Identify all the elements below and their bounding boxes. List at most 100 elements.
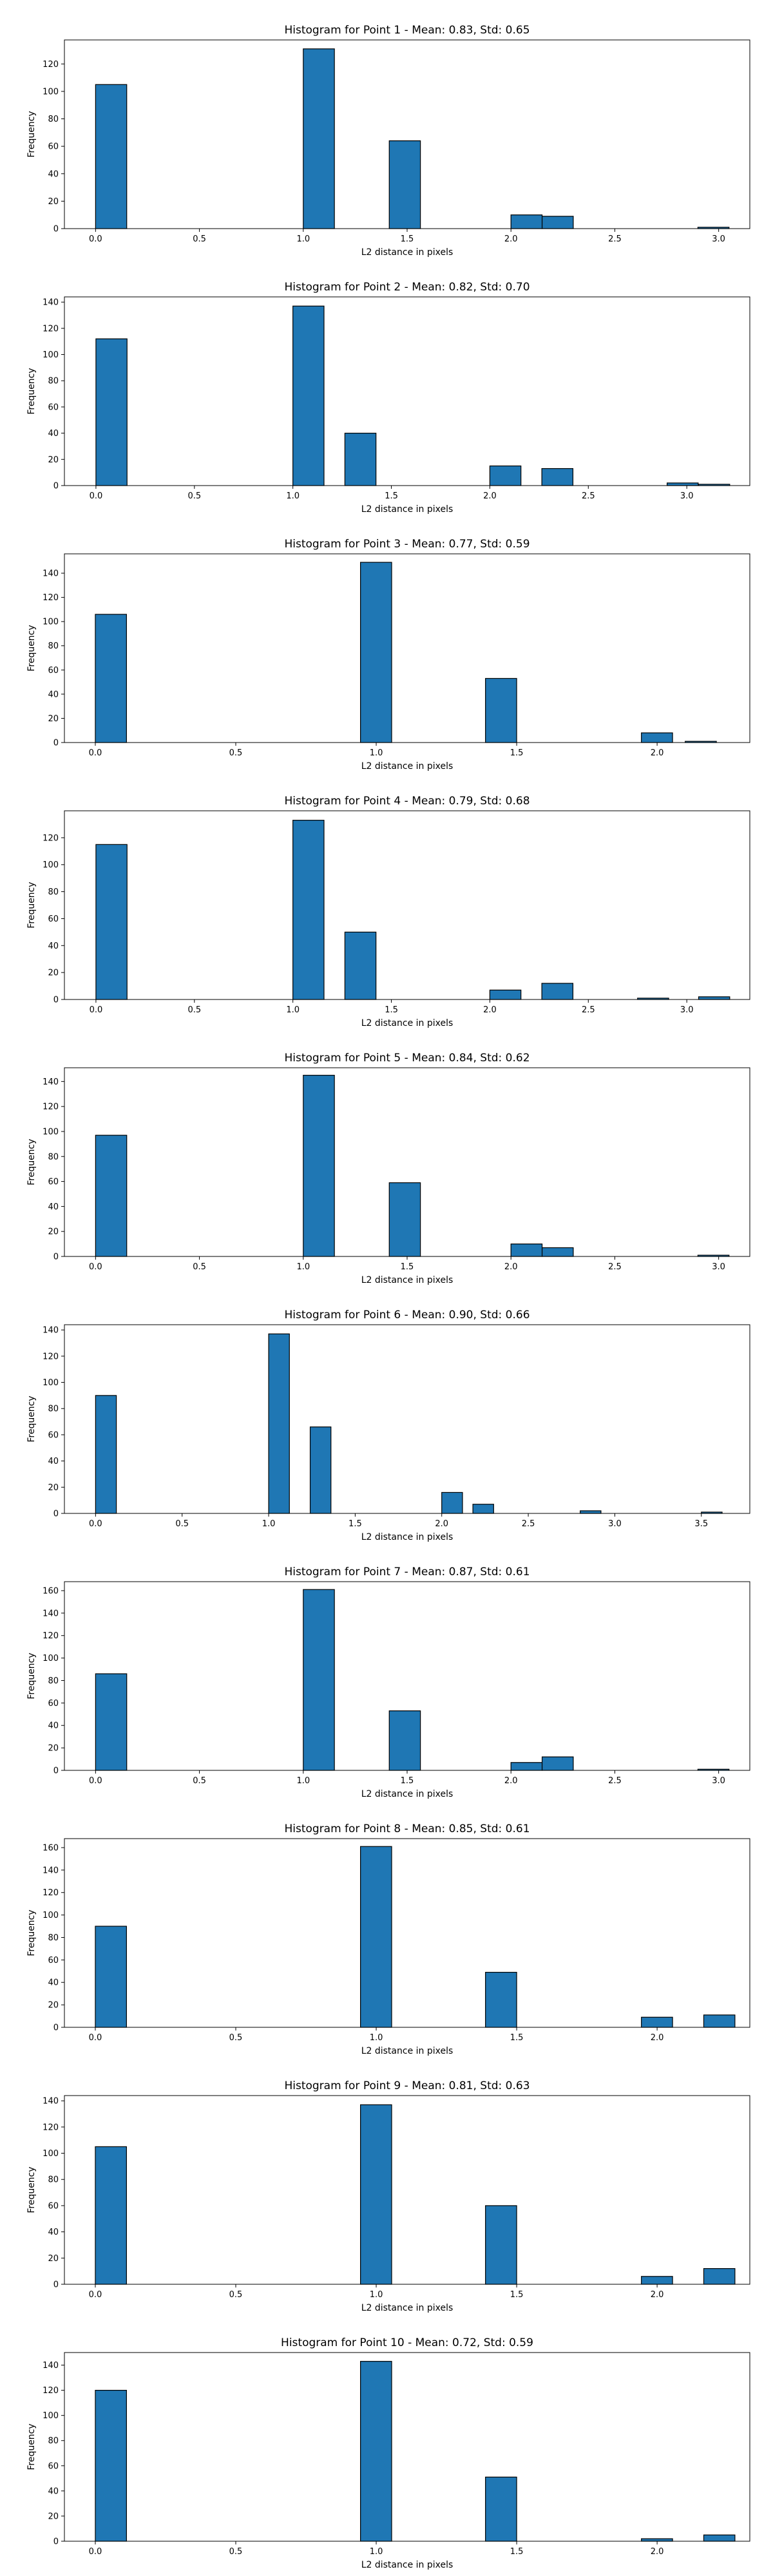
x-tick-label: 1.0	[296, 1262, 310, 1272]
histogram-bar	[360, 562, 392, 743]
x-tick-label: 0.0	[90, 1005, 103, 1015]
x-tick-label: 0.0	[89, 1262, 102, 1272]
chart-title: Histogram for Point 5 - Mean: 0.84, Std:…	[284, 1052, 530, 1065]
histogram-bar	[510, 1762, 543, 1771]
histogram-bar	[268, 1333, 290, 1514]
histogram-bar	[485, 2205, 517, 2285]
y-tick-label: 160	[43, 1586, 59, 1596]
plot-frame	[64, 810, 750, 1000]
x-tick-label: 1.0	[262, 1519, 276, 1529]
x-axis-label: L2 distance in pixels	[361, 1018, 453, 1028]
y-tick-label: 120	[43, 2386, 59, 2396]
y-tick-label: 100	[43, 1654, 59, 1663]
histogram-bar	[510, 1243, 543, 1257]
x-tick-label: 0.5	[229, 2290, 243, 2300]
x-tick-label: 2.0	[483, 1005, 497, 1015]
histogram-bar	[510, 214, 543, 229]
x-tick-label: 0.0	[89, 1776, 102, 1786]
y-tick-label: 140	[43, 1326, 59, 1336]
x-axis-label: L2 distance in pixels	[361, 247, 453, 258]
y-tick-label: 120	[43, 60, 59, 70]
y-tick-label: 80	[48, 377, 59, 386]
x-tick-label: 3.0	[680, 1005, 694, 1015]
histogram-bar	[541, 1247, 574, 1257]
x-tick-label: 0.5	[229, 2033, 243, 2043]
x-tick-label: 3.5	[694, 1519, 708, 1529]
x-tick-label: 2.0	[435, 1519, 448, 1529]
y-tick-label: 40	[48, 2486, 59, 2496]
x-tick-label: 2.5	[608, 234, 622, 244]
histogram-bar	[95, 2390, 127, 2542]
x-tick-label: 0.5	[229, 748, 243, 758]
y-tick-label: 0	[53, 2280, 59, 2290]
y-tick-label: 100	[43, 618, 59, 627]
chart-title: Histogram for Point 4 - Mean: 0.79, Std:…	[284, 795, 530, 808]
x-tick-label: 0.5	[187, 491, 201, 501]
histogram-bar	[344, 433, 377, 486]
y-tick-label: 60	[48, 2461, 59, 2471]
histogram-panel-2: Histogram for Point 2 - Mean: 0.82, Std:…	[26, 281, 750, 515]
x-axis-label: L2 distance in pixels	[361, 1275, 453, 1285]
histogram-panel-6: Histogram for Point 6 - Mean: 0.90, Std:…	[26, 1309, 750, 1542]
x-tick-label: 2.5	[608, 1262, 622, 1272]
histogram-bar	[303, 48, 335, 229]
histogram-bar	[95, 84, 128, 229]
x-tick-label: 2.0	[483, 491, 497, 501]
x-axis-label: L2 distance in pixels	[361, 504, 453, 515]
histogram-bar	[95, 1135, 128, 1257]
x-tick-label: 3.0	[608, 1519, 622, 1529]
x-tick-label: 0.0	[89, 2290, 102, 2300]
y-tick-label: 20	[48, 2254, 59, 2264]
y-tick-label: 40	[48, 1202, 59, 1212]
histogram-bar	[641, 2538, 673, 2542]
y-axis-label: Frequency	[26, 2423, 37, 2470]
histogram-bar	[95, 1926, 127, 2028]
y-tick-label: 100	[43, 2411, 59, 2421]
histogram-panel-3: Histogram for Point 3 - Mean: 0.77, Std:…	[26, 538, 750, 772]
y-tick-label: 80	[48, 1933, 59, 1943]
histogram-bar	[95, 338, 128, 486]
histogram-bar	[541, 983, 574, 1000]
y-axis-label: Frequency	[26, 882, 37, 928]
histogram-bar	[489, 465, 522, 486]
histogram-bar	[485, 2476, 517, 2542]
x-tick-label: 1.0	[296, 1776, 310, 1786]
y-axis-label: Frequency	[26, 1396, 37, 1442]
x-tick-label: 2.5	[582, 1005, 595, 1015]
histogram-bar	[541, 1756, 574, 1771]
x-tick-label: 0.5	[229, 2547, 243, 2557]
histogram-bar	[95, 2146, 127, 2285]
x-tick-label: 2.0	[504, 1776, 518, 1786]
y-tick-label: 120	[43, 1352, 59, 1361]
histogram-bar	[344, 931, 377, 1000]
x-tick-label: 1.5	[385, 491, 398, 501]
y-tick-label: 0	[53, 225, 59, 234]
x-axis-label: L2 distance in pixels	[361, 1789, 453, 1799]
x-tick-label: 2.0	[504, 234, 518, 244]
y-tick-label: 60	[48, 1956, 59, 1965]
plot-frame	[64, 1838, 750, 2028]
histogram-panel-10: Histogram for Point 10 - Mean: 0.72, Std…	[26, 2336, 750, 2570]
y-tick-label: 60	[48, 1699, 59, 1709]
x-axis-label: L2 distance in pixels	[361, 1532, 453, 1542]
y-tick-label: 80	[48, 2436, 59, 2446]
y-axis-label: Frequency	[26, 2166, 37, 2213]
x-tick-label: 1.0	[286, 491, 300, 501]
y-axis-label: Frequency	[26, 625, 37, 671]
x-tick-label: 2.5	[582, 491, 595, 501]
y-tick-label: 140	[43, 1077, 59, 1087]
x-tick-label: 0.0	[90, 491, 103, 501]
y-tick-label: 0	[53, 739, 59, 748]
y-tick-label: 140	[43, 1866, 59, 1875]
y-tick-label: 100	[43, 350, 59, 360]
y-tick-label: 20	[48, 1483, 59, 1493]
y-tick-label: 40	[48, 2228, 59, 2237]
y-axis-label: Frequency	[26, 1909, 37, 1956]
x-tick-label: 1.0	[370, 2547, 383, 2557]
y-tick-label: 60	[48, 666, 59, 676]
x-tick-label: 2.0	[504, 1262, 518, 1272]
histogram-bar	[95, 614, 127, 743]
x-tick-label: 2.5	[522, 1519, 535, 1529]
y-tick-label: 60	[48, 402, 59, 412]
